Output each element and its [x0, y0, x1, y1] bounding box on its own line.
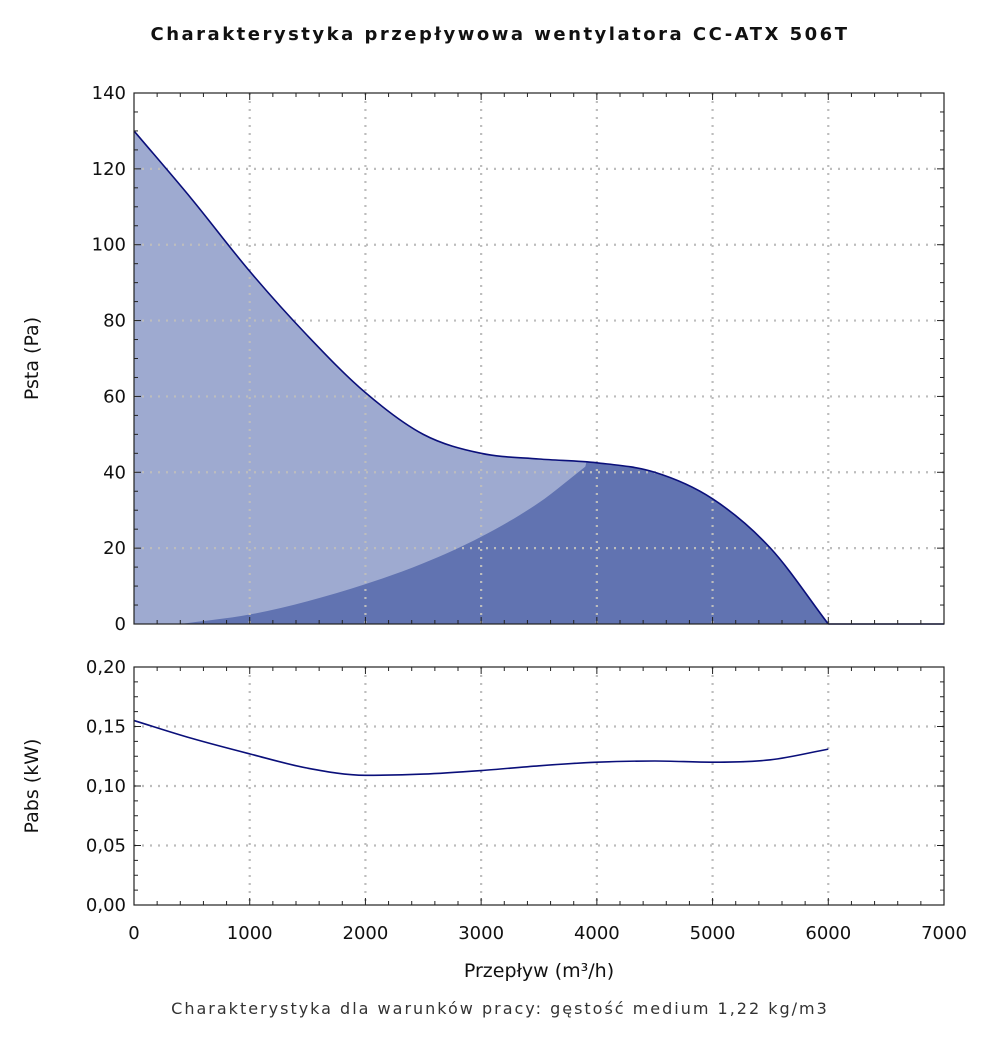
x-tick-label: 7000 [921, 923, 967, 944]
y-tick-label: 0,10 [86, 776, 126, 797]
y-tick-label: 0,15 [86, 717, 126, 738]
x-tick-label: 5000 [690, 923, 736, 944]
bottom-panel-grid [134, 667, 944, 905]
x-tick-label: 2000 [343, 923, 389, 944]
x-tick-label: 3000 [458, 923, 504, 944]
bottom-panel-axes [133, 666, 945, 906]
top-panel-frame [133, 92, 945, 625]
top-panel-axes [133, 92, 945, 625]
x-tick-label: 0 [128, 923, 139, 944]
bottom-panel-frame [133, 666, 945, 906]
fan-curve-line [133, 130, 829, 625]
y-tick-label: 40 [103, 462, 126, 483]
y-tick-label: 0,20 [86, 657, 126, 678]
y-tick-label: 100 [92, 235, 126, 256]
chart-title: Charakterystyka przepływowa wentylatora … [150, 24, 850, 45]
y-tick-label: 0,00 [86, 895, 126, 916]
top-panel-grid [134, 93, 944, 624]
y-tick-label: 0 [115, 614, 126, 635]
y-axis-label-psta: Psta (Pa) [21, 317, 43, 400]
y-tick-label: 140 [92, 83, 126, 104]
x-tick-label: 6000 [805, 923, 851, 944]
power-curve-line [133, 719, 829, 777]
y-tick-label: 20 [103, 538, 126, 559]
y-tick-label: 60 [103, 386, 126, 407]
y-axis-label-pabs: Pabs (kW) [21, 739, 43, 834]
x-tick-label: 1000 [227, 923, 273, 944]
y-tick-label: 0,05 [86, 836, 126, 857]
y-tick-label: 120 [92, 159, 126, 180]
y-tick-label: 80 [103, 311, 126, 332]
chart-footnote: Charakterystyka dla warunków pracy: gęst… [171, 999, 829, 1018]
x-tick-label: 4000 [574, 923, 620, 944]
x-axis-label: Przepływ (m³/h) [464, 960, 614, 982]
